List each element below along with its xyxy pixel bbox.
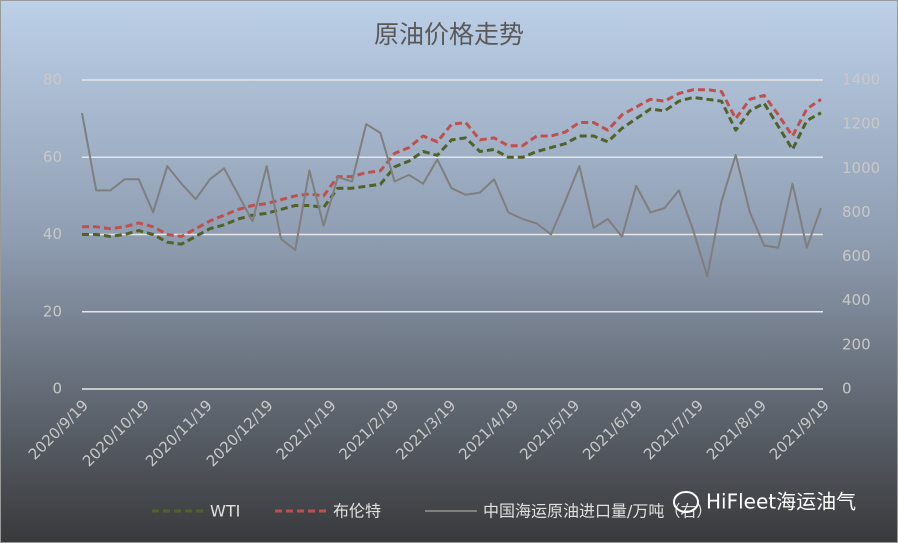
series-line	[81, 112, 822, 278]
y2-tick-label: 200	[842, 335, 871, 353]
y-tick-label: 0	[52, 380, 62, 398]
y-tick-label: 60	[43, 148, 62, 166]
legend-item: WTI	[152, 502, 240, 521]
chart-title: 原油价格走势	[374, 20, 524, 49]
y-tick-label: 40	[43, 225, 62, 243]
y-tick-label: 20	[43, 302, 62, 320]
legend-item: 布伦特	[275, 502, 381, 521]
y2-tick-label: 0	[842, 380, 852, 398]
y2-tick-label: 400	[842, 291, 871, 309]
y2-tick-label: 1400	[842, 71, 880, 89]
y-tick-label: 80	[43, 71, 62, 89]
y2-tick-label: 800	[842, 203, 871, 221]
series-line	[82, 95, 822, 246]
watermark-text: HiFleet海运油气	[706, 490, 856, 514]
wechat-icon	[673, 491, 699, 513]
y2-tick-label: 1000	[842, 159, 880, 177]
y2-tick-label: 600	[842, 247, 871, 265]
legend-label: WTI	[210, 502, 240, 521]
legend-item: 中国海运原油进口量/万吨（右）	[425, 502, 712, 521]
legend-label: 中国海运原油进口量/万吨（右）	[483, 502, 712, 521]
y2-tick-label: 1200	[842, 115, 880, 133]
watermark: HiFleet海运油气	[673, 490, 856, 514]
legend-label: 布伦特	[333, 502, 381, 521]
